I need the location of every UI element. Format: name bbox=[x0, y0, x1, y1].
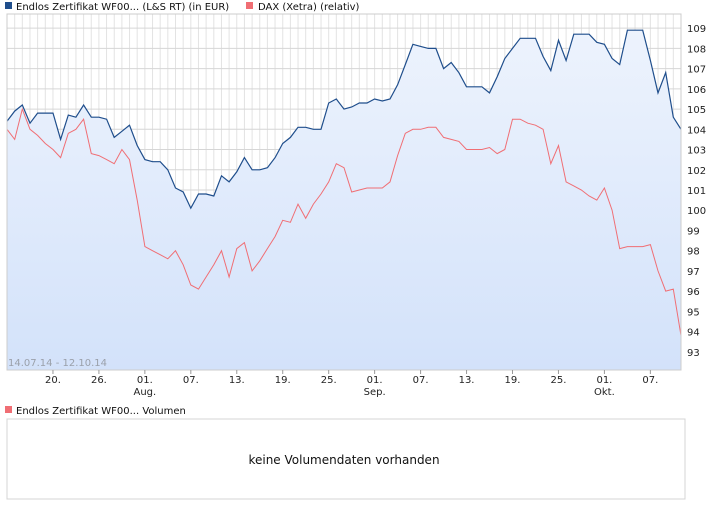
volume-panel bbox=[6, 418, 686, 500]
series1-area bbox=[7, 30, 681, 370]
x-tick-label: 25. bbox=[551, 375, 567, 386]
x-tick-label: 26. bbox=[91, 375, 107, 386]
plot-area: 14.07.14 - 12.10.14 bbox=[6, 13, 682, 371]
x-tick-label: 13. bbox=[229, 375, 245, 386]
y-tick-label: 97 bbox=[687, 267, 700, 278]
y-tick-label: 96 bbox=[687, 287, 700, 298]
x-tick-label: 07. bbox=[183, 375, 199, 386]
x-tick-label: 19. bbox=[505, 375, 521, 386]
y-tick-label: 108 bbox=[687, 44, 706, 55]
x-tick-label: 01. bbox=[137, 375, 153, 386]
plot-frame bbox=[6, 13, 682, 371]
legend-swatch-series2 bbox=[246, 2, 253, 9]
y-tick-label: 103 bbox=[687, 146, 706, 157]
y-tick-label: 98 bbox=[687, 247, 700, 258]
date-range-label: 14.07.14 - 12.10.14 bbox=[8, 358, 107, 369]
x-tick-label: 20. bbox=[45, 375, 61, 386]
x-tick-month-label: Okt. bbox=[594, 387, 615, 398]
y-tick-label: 100 bbox=[687, 206, 706, 217]
series2-line bbox=[6, 107, 682, 336]
x-tick-label: 13. bbox=[459, 375, 475, 386]
y-axis-ticks: 93 94 95 96 97 98 99 100 101 102 103 104 105 106 107 10… bbox=[687, 24, 706, 359]
y-tick-label: 104 bbox=[687, 125, 706, 136]
y-tick-label: 105 bbox=[687, 105, 706, 116]
x-tick-month-label: Aug. bbox=[134, 387, 157, 398]
x-tick-label: 01. bbox=[367, 375, 383, 386]
y-tick-label: 106 bbox=[687, 85, 706, 96]
legend-label-series1: Endlos Zertifikat WF00... (L&S RT) (in E… bbox=[16, 2, 229, 13]
y-tick-label: 99 bbox=[687, 226, 700, 237]
x-axis-ticks: 20. 26. 01.Aug.07. 13. 19. 25. 01.Sep.07. 13. 19… bbox=[45, 370, 658, 398]
legend-swatch-volume bbox=[5, 406, 12, 413]
legend-label-volume: Endlos Zertifikat WF00... Volumen bbox=[16, 406, 186, 417]
legend-swatch-series1 bbox=[5, 2, 12, 9]
x-tick-label: 07. bbox=[413, 375, 429, 386]
series1-line bbox=[6, 29, 682, 210]
y-tick-label: 94 bbox=[687, 328, 700, 339]
y-tick-label: 95 bbox=[687, 307, 700, 318]
y-tick-label: 93 bbox=[687, 348, 700, 359]
y-tick-label: 109 bbox=[687, 24, 706, 35]
legend-label-series2: DAX (Xetra) (relativ) bbox=[258, 2, 360, 13]
x-tick-label: 19. bbox=[275, 375, 291, 386]
x-tick-label: 07. bbox=[642, 375, 658, 386]
x-tick-month-label: Sep. bbox=[364, 387, 386, 398]
volume-empty-message: keine Volumendaten vorhanden bbox=[248, 453, 439, 467]
x-tick-label: 25. bbox=[321, 375, 337, 386]
x-tick-label: 01. bbox=[596, 375, 612, 386]
y-tick-label: 102 bbox=[687, 166, 706, 177]
y-tick-label: 101 bbox=[687, 186, 706, 197]
y-tick-label: 107 bbox=[687, 65, 706, 76]
